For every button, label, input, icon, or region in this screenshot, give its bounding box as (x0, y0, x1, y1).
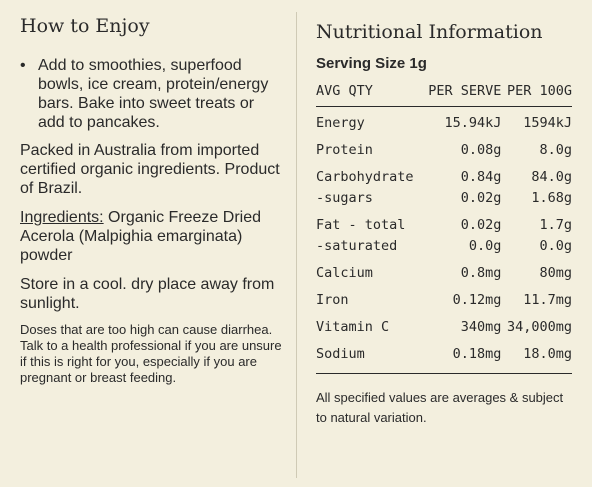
table-row: Sodium 0.18mg 18.0mg (316, 338, 572, 365)
per-serve-value: 0.84g (460, 169, 502, 185)
origin-text: Packed in Australia from imported certif… (20, 142, 280, 197)
how-to-enjoy-section: How to Enjoy • Add to smoothies, superfo… (20, 14, 282, 386)
per-100g-value: 8.0g (539, 142, 572, 158)
per-serve-value: 0.02g (460, 190, 502, 206)
table-header-row: AVG QTY PER SERVE PER 100G (316, 82, 572, 107)
per-100g-value: 1594kJ (523, 115, 572, 131)
ingredients-text: Ingredients: Organic Freeze Dried Acerol… (20, 208, 282, 265)
per-100g-value: 1.68g (531, 190, 572, 206)
nutrient-name: Energy (316, 115, 365, 131)
per-serve-value: 0.02g (460, 217, 502, 233)
usage-text: Add to smoothies, superfood bowls, ice c… (38, 57, 269, 131)
per-100g-value: 84.0g (531, 169, 572, 185)
nutrition-table: AVG QTY PER SERVE PER 100G Energy 15.94kJ… (316, 82, 572, 374)
per-serve-value: 15.94kJ (444, 115, 502, 131)
header-per-100g: PER 100G (501, 82, 572, 107)
ingredients-value: Organic Freeze Dried Acerola (Malpighia … (20, 209, 261, 264)
nutrition-footnote: All specified values are averages & subj… (316, 390, 564, 425)
usage-bullet: • Add to smoothies, superfood bowls, ice… (20, 56, 282, 132)
per-100g-value: 80mg (539, 265, 572, 281)
nutrient-name: -saturated (316, 238, 398, 254)
serving-size: Serving Size 1g (316, 55, 427, 72)
per-100g-value: 18.0mg (523, 346, 572, 362)
nutrient-name: Sodium (316, 346, 365, 362)
table-row: -sugars 0.02g 1.68g (316, 188, 572, 209)
nutrient-name: Calcium (316, 265, 373, 281)
per-100g-value: 0.0g (539, 238, 572, 254)
nutrient-name: Vitamin C (316, 319, 390, 335)
nutrient-name: Iron (316, 292, 349, 308)
header-per-serve: PER SERVE (421, 82, 502, 107)
warning-text: Doses that are too high can cause diarrh… (20, 322, 282, 385)
nutrient-name: Carbohydrate (316, 169, 414, 185)
nutrition-title: Nutritional Information (316, 21, 543, 43)
bullet-icon: • (20, 57, 26, 74)
nutrition-panel: Nutritional Information Serving Size 1g … (316, 20, 572, 428)
per-serve-value: 0.18mg (452, 346, 502, 362)
table-row: -saturated 0.0g 0.0g (316, 236, 572, 257)
table-bottom-rule (316, 365, 572, 374)
per-100g-value: 11.7mg (523, 292, 572, 308)
per-serve-value: 0.0g (468, 238, 502, 254)
nutrient-name: Protein (316, 142, 373, 158)
per-serve-value: 340mg (460, 319, 502, 335)
header-avg-qty: AVG QTY (316, 82, 422, 107)
table-row: Iron 0.12mg 11.7mg (316, 284, 572, 311)
per-100g-value: 1.7g (539, 217, 572, 233)
per-serve-value: 0.8mg (460, 265, 502, 281)
per-100g-value: 34,000mg (506, 319, 572, 335)
storage-text: Store in a cool. dry place away from sun… (20, 276, 275, 312)
nutrient-name: -sugars (316, 190, 373, 206)
table-row: Calcium 0.8mg 80mg (316, 257, 572, 284)
column-divider (296, 12, 297, 478)
per-serve-value: 0.08g (460, 142, 502, 158)
nutrient-name: Fat - total (316, 217, 406, 233)
table-row: Vitamin C 340mg 34,000mg (316, 311, 572, 338)
table-row: Fat - total 0.02g 1.7g (316, 209, 572, 236)
table-row: Energy 15.94kJ 1594kJ (316, 107, 572, 135)
table-row: Protein 0.08g 8.0g (316, 134, 572, 161)
per-serve-value: 0.12mg (452, 292, 502, 308)
how-to-enjoy-title: How to Enjoy (20, 15, 150, 37)
ingredients-label: Ingredients: (20, 209, 104, 226)
table-row: Carbohydrate 0.84g 84.0g (316, 161, 572, 188)
